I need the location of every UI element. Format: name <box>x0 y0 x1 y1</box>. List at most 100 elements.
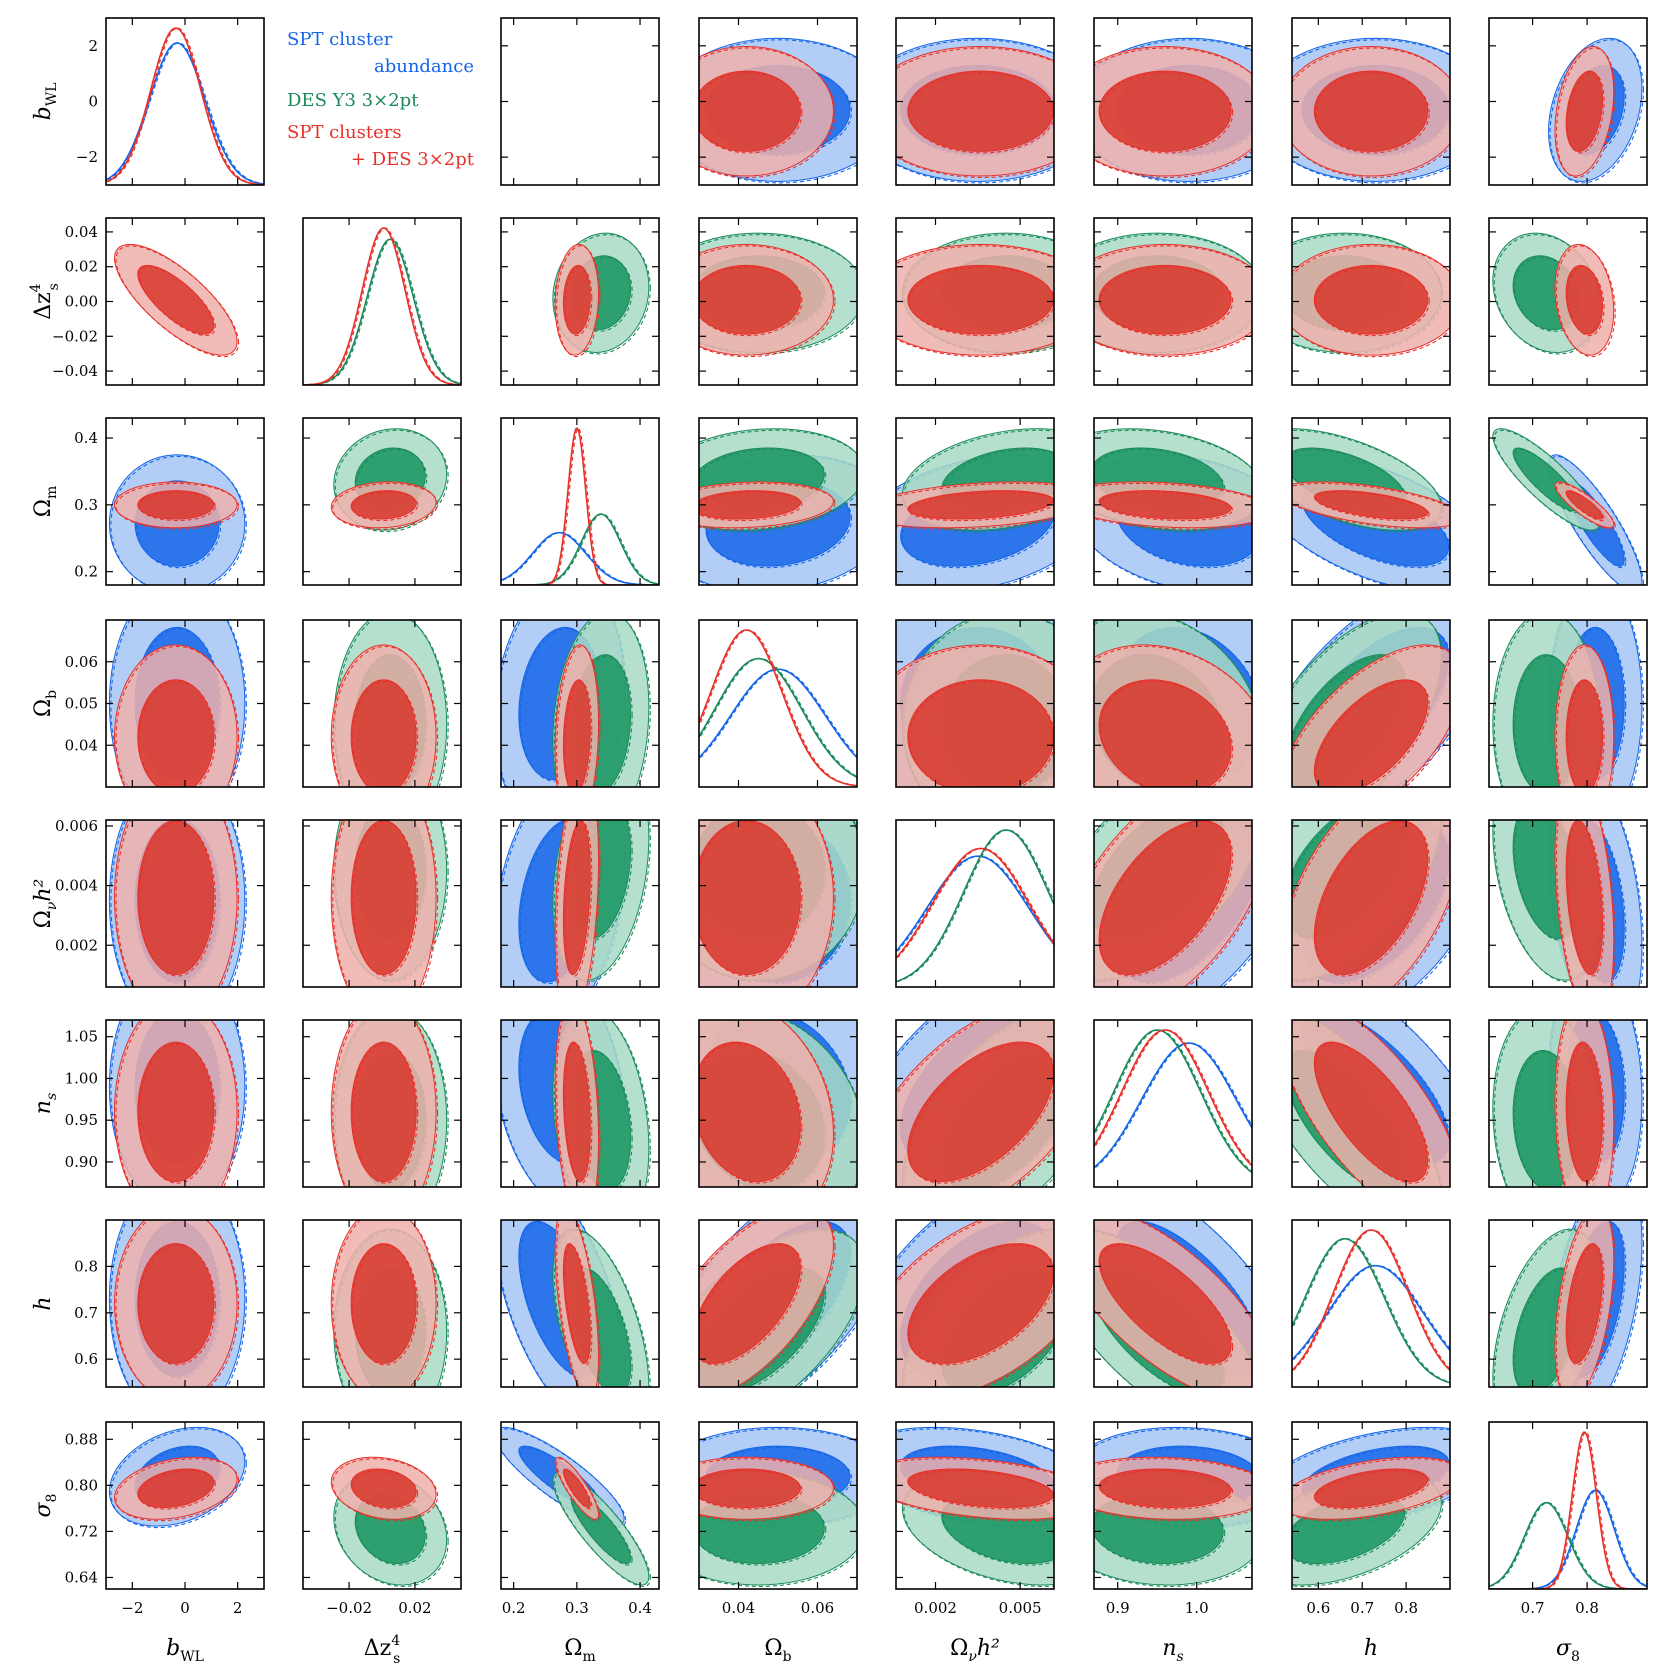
marginal-des <box>1292 1237 1450 1384</box>
marginal-spt-alt <box>1293 1265 1450 1361</box>
panel-content <box>699 232 857 358</box>
contour-joint-68 <box>699 1468 801 1508</box>
marginal-des <box>1489 1501 1647 1589</box>
contour-joint-95-alt <box>1094 245 1252 358</box>
panel-frame <box>1488 1421 1648 1590</box>
marginal-joint <box>501 427 659 585</box>
y-tick-label: 1.00 <box>65 1069 98 1087</box>
contour-joint-68-alt <box>352 680 419 787</box>
panel-frame <box>302 1421 462 1590</box>
panel-content <box>303 227 461 385</box>
contour-joint-68-alt <box>138 266 216 337</box>
panel-content <box>896 1426 1054 1588</box>
contour-joint-68 <box>699 820 801 976</box>
contour-joint-95-alt <box>556 820 601 987</box>
contour-joint-95-alt <box>115 1220 240 1387</box>
contour-joint-68-alt <box>908 1043 1054 1184</box>
panel-Om-Onuh2 <box>895 417 1055 586</box>
contour-joint-68 <box>350 1468 417 1508</box>
panel-Om-bWL <box>105 417 265 586</box>
contour-joint-68-alt <box>1100 821 1234 977</box>
contour-joint-68 <box>699 264 801 335</box>
contour-des-95-alt <box>553 1230 651 1387</box>
panel-content <box>1492 620 1645 787</box>
contour-joint-68 <box>699 1243 801 1364</box>
panel-frame <box>302 1019 462 1188</box>
panel-content <box>1094 428 1252 585</box>
contour-joint-68-alt <box>1567 72 1605 154</box>
panel-frame <box>895 1219 1055 1388</box>
contour-joint-68-alt <box>1315 1042 1430 1184</box>
panel-frame <box>302 417 462 586</box>
panel-frame <box>698 1019 858 1188</box>
legend-entry-2: SPT clusters <box>287 122 402 143</box>
panel-bWL-Om <box>500 17 660 186</box>
contour-spt-95-alt <box>1292 1020 1450 1187</box>
contour-joint-68 <box>1313 1468 1429 1508</box>
panel-bWL-bWL <box>105 17 265 186</box>
axis-label-h: h <box>1364 1636 1378 1661</box>
y-tick-label: 0.2 <box>74 563 98 581</box>
marginal-joint <box>699 629 857 787</box>
legend-entry-0-cont: abundance <box>374 56 474 77</box>
marginal-des-alt <box>304 238 461 385</box>
panel-bWL-ns <box>1093 17 1253 186</box>
contour-joint-68 <box>699 70 801 152</box>
panels-layer <box>105 17 1648 1590</box>
contour-des-95-alt <box>903 1473 1054 1588</box>
marginal-des <box>501 513 659 585</box>
y-tick-label: 0.3 <box>74 496 98 514</box>
axis-label-s8: σ8 <box>1556 1636 1580 1665</box>
panel-ns-dzs4 <box>302 1019 462 1188</box>
contour-spt-95-alt <box>1094 820 1252 987</box>
panel-h-bWL <box>105 1219 265 1388</box>
marginal-joint <box>896 847 1054 959</box>
marginal-des-alt <box>502 513 659 585</box>
x-tick-label: 0.7 <box>1521 1599 1545 1617</box>
panel-h-ns <box>1093 1219 1253 1388</box>
contour-joint-95-alt <box>332 482 439 530</box>
marginal-joint-alt <box>502 427 659 585</box>
panel-content <box>1292 428 1450 585</box>
panel-content <box>1548 37 1645 184</box>
panel-content <box>108 1426 247 1529</box>
y-tick-label: 0.04 <box>65 736 98 754</box>
panel-Ob-s8 <box>1488 619 1648 788</box>
contour-joint-68 <box>1098 679 1232 787</box>
contour-joint-95-alt <box>332 1458 439 1522</box>
contour-joint-68-alt <box>564 1042 593 1184</box>
axis-label-Ob: Ωb <box>31 690 60 717</box>
panel-Om-Om <box>500 417 660 586</box>
contour-joint-68 <box>1313 1041 1429 1183</box>
y-tick-label: 0.004 <box>55 877 98 895</box>
panel-content <box>896 1220 1054 1387</box>
legend-entry-2-cont: + DES 3×2pt <box>351 149 475 170</box>
x-tick-label: −0.02 <box>326 1599 372 1617</box>
legend-entry-1: DES Y3 3×2pt <box>287 90 419 111</box>
panel-content <box>108 620 247 787</box>
panel-frame <box>1291 819 1451 988</box>
y-tick-label: 1.05 <box>65 1028 98 1046</box>
panel-dzs4-h <box>1291 217 1451 386</box>
contour-des-95-alt <box>1094 234 1252 355</box>
marginal-des <box>303 238 461 385</box>
x-tick-label: 0.3 <box>565 1599 589 1617</box>
contour-joint-68-alt <box>564 821 593 977</box>
y-tick-label: 0.7 <box>74 1304 98 1322</box>
contour-joint-68-alt <box>352 1469 419 1510</box>
marginal-joint-alt <box>1293 1229 1450 1371</box>
contour-joint-68-alt <box>908 1244 1054 1366</box>
contour-joint-68-alt <box>1567 491 1605 522</box>
contour-des-68-alt <box>699 1268 827 1387</box>
panel-ns-bWL <box>105 1019 265 1188</box>
panel-content <box>501 820 651 987</box>
contour-joint-68-alt <box>138 491 216 522</box>
contour-joint-68 <box>137 490 215 520</box>
panel-h-Onuh2 <box>895 1219 1055 1388</box>
marginal-joint-alt <box>1094 1029 1252 1166</box>
panel-content <box>106 27 264 185</box>
panel-frame <box>698 1219 858 1388</box>
contour-joint-95-alt <box>699 1220 836 1387</box>
contour-joint-95-alt <box>1094 47 1252 179</box>
y-tick-label: −0.02 <box>52 327 98 345</box>
